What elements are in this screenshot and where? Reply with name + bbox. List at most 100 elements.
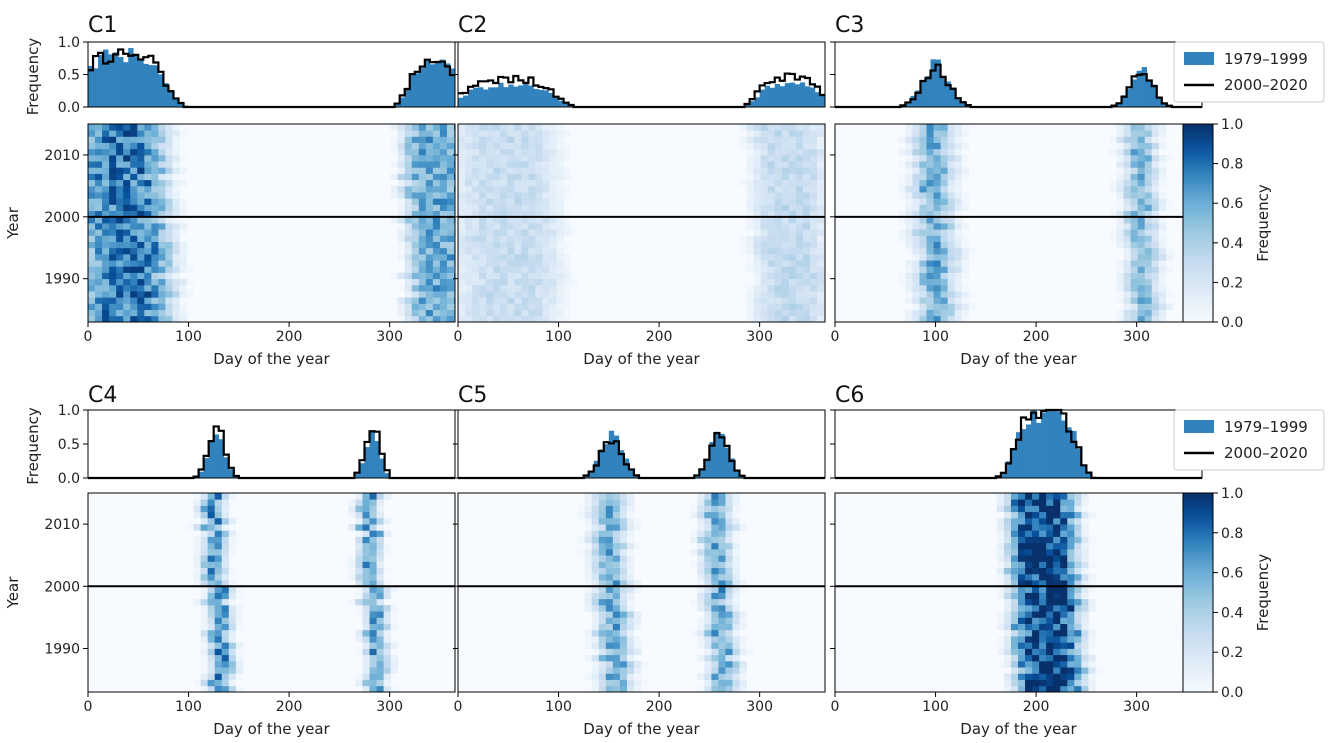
- heatmap-cell: [725, 642, 733, 649]
- heatmap-cell: [1081, 561, 1089, 569]
- heatmap-cell: [788, 154, 797, 162]
- heatmap-cell: [507, 266, 515, 273]
- heatmap-cell: [704, 524, 712, 531]
- heatmap-cell: [102, 266, 110, 273]
- heatmap-cell: [1032, 679, 1040, 687]
- heatmap-cell: [626, 648, 635, 656]
- heatmap-cell: [1010, 673, 1019, 680]
- heatmap-cell: [95, 272, 103, 280]
- heatmap-cell: [1060, 573, 1068, 581]
- heatmap-cell: [732, 598, 740, 606]
- heatmap-cell: [926, 192, 934, 199]
- heatmap-cell: [446, 173, 455, 181]
- heatmap-cell: [612, 586, 621, 593]
- heatmap-cell: [1046, 679, 1054, 687]
- heatmap-cell: [816, 303, 825, 311]
- heatmap-cell: [151, 124, 159, 131]
- heatmap-cell: [458, 284, 466, 292]
- heatmap-cell: [619, 617, 628, 624]
- heatmap-cell: [207, 685, 216, 693]
- heatmap-cell: [633, 685, 642, 693]
- heatmap-cell: [704, 548, 712, 556]
- heatmap-cell: [767, 229, 776, 236]
- heatmap-cell: [781, 142, 790, 150]
- heatmap-cell: [102, 309, 110, 317]
- heatmap-cell: [612, 499, 621, 506]
- heatmap-cell: [528, 142, 536, 150]
- heatmap-cell: [165, 167, 173, 174]
- heatmap-cell: [228, 648, 237, 656]
- heatmap-cell: [1067, 636, 1075, 643]
- heatmap-cell: [542, 130, 550, 137]
- heatmap-cell: [179, 198, 187, 205]
- heatmap-cell: [711, 511, 719, 519]
- colorbar: [1182, 123, 1214, 323]
- heatmap-cell: [1010, 629, 1019, 637]
- heatmap-cell: [1074, 505, 1082, 513]
- heatmap-cell: [193, 598, 202, 606]
- hist-bar: [233, 476, 240, 478]
- heatmap-cell: [919, 278, 927, 286]
- heatmap-cell: [1109, 185, 1117, 193]
- heatmap-cell: [954, 247, 963, 255]
- heatmap-cell: [697, 530, 705, 537]
- heatmap-cell: [397, 235, 406, 242]
- heatmap-cell: [598, 592, 607, 600]
- hist-bar: [935, 59, 941, 107]
- hist-bar: [734, 470, 740, 478]
- heatmap-cell: [390, 161, 399, 168]
- heatmap-cell: [940, 266, 949, 273]
- heatmap-cell: [535, 303, 543, 311]
- heatmap-cell: [1053, 555, 1061, 562]
- heatmap-cell: [521, 235, 529, 242]
- heatmap-cell: [355, 580, 363, 587]
- hist-bar: [784, 83, 791, 107]
- heatmap-cell: [1123, 253, 1132, 261]
- heatmap-cell: [1081, 654, 1089, 662]
- heatmap-cell: [493, 241, 501, 249]
- heatmap-cell: [739, 241, 747, 249]
- heatmap-cell: [458, 142, 466, 150]
- hist-bar: [538, 89, 544, 107]
- heatmap-cell: [472, 297, 480, 304]
- heatmap-cell: [746, 260, 755, 267]
- heatmap-cell: [1081, 530, 1089, 537]
- heatmap-cell: [479, 235, 487, 242]
- heatmap-cell: [905, 266, 913, 273]
- heatmap-cell: [446, 142, 455, 150]
- heatmap-cell: [704, 654, 712, 662]
- heatmap-cell: [88, 291, 96, 298]
- heatmap-cell: [446, 247, 455, 255]
- heatmap-cell: [214, 667, 223, 674]
- hist-bar: [394, 102, 400, 107]
- heatmap-cell: [397, 223, 406, 230]
- heatmap-cell: [718, 623, 726, 631]
- heatmap-cell: [1116, 148, 1124, 156]
- heatmap-cell: [465, 154, 473, 162]
- heatmap-cell: [591, 592, 600, 600]
- heatmap-cell: [725, 561, 733, 569]
- heatmap-cell: [228, 517, 237, 525]
- heatmap-cell: [116, 154, 124, 162]
- heatmap-cell: [563, 185, 572, 193]
- heatmap-cell: [521, 142, 529, 150]
- heatmap-cell: [535, 185, 543, 193]
- heatmap-cell: [919, 235, 927, 242]
- heatmap-cell: [1081, 505, 1089, 513]
- heatmap-cell: [439, 154, 448, 162]
- heatmap-cell: [926, 179, 934, 187]
- heatmap-cell: [383, 517, 392, 525]
- heatmap-cell: [425, 247, 434, 255]
- heatmap-cell: [556, 297, 564, 304]
- heatmap-cell: [774, 148, 783, 156]
- heatmap-cell: [788, 210, 797, 218]
- heatmap-cell: [732, 660, 740, 668]
- heatmap-cell: [584, 654, 593, 662]
- heatmap-cell: [947, 297, 956, 304]
- heatmap-cell: [390, 654, 399, 662]
- heatmap-cell: [355, 592, 363, 600]
- hist-bar: [704, 459, 710, 478]
- heatmap-cell: [1032, 642, 1040, 649]
- heatmap-cell: [816, 272, 825, 280]
- heatmap-cell: [591, 586, 600, 593]
